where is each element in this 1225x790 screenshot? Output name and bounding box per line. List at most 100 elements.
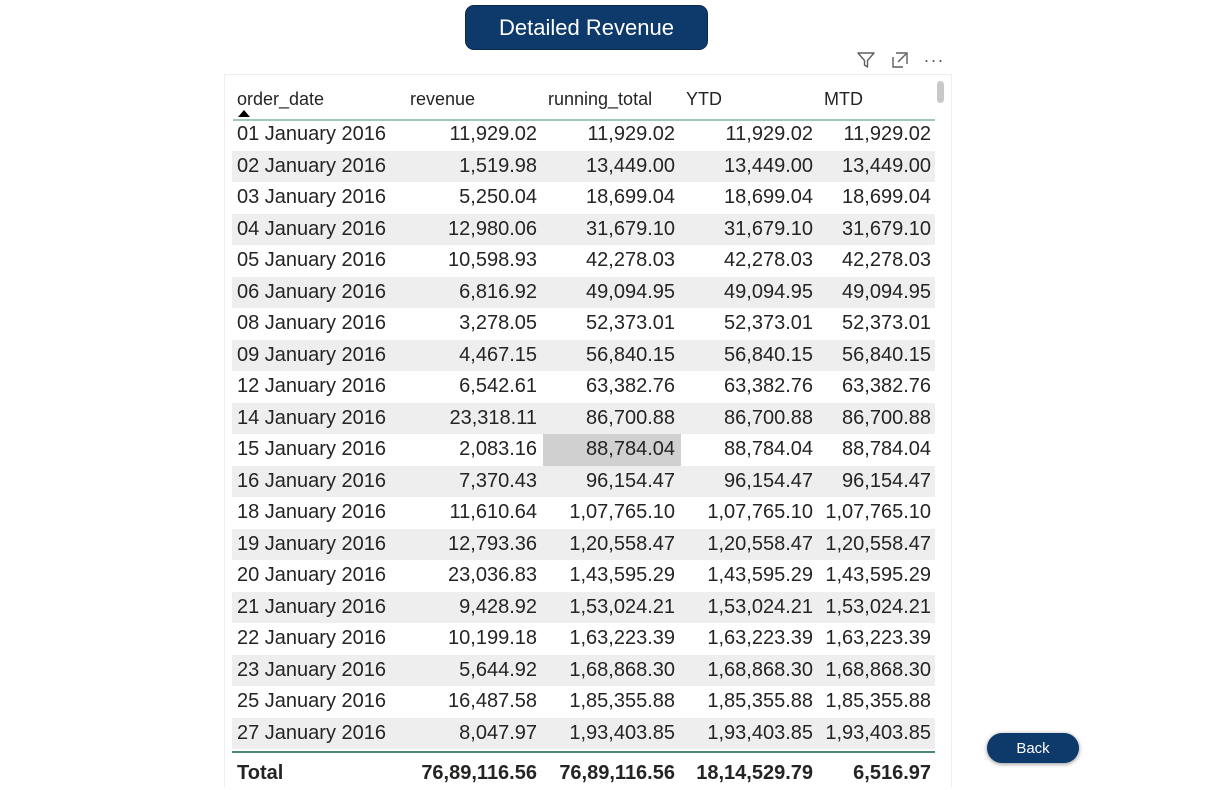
- cell-ytd[interactable]: 1,43,595.29: [707, 564, 813, 586]
- cell-mtd[interactable]: 86,700.88: [842, 406, 931, 429]
- cell-revenue[interactable]: 7,370.43: [459, 469, 537, 492]
- table-row[interactable]: 14 January 2016 23,318.11 86,700.88 86,700.…: [232, 402, 935, 434]
- cell-revenue[interactable]: 5,250.04: [459, 186, 537, 208]
- table-row[interactable]: 05 January 2016 10,598.93 42,278.03 42,278.…: [232, 245, 935, 277]
- cell-mtd[interactable]: 1,20,558.47: [825, 532, 931, 555]
- cell-ytd[interactable]: 1,63,223.39: [707, 627, 813, 649]
- table-row[interactable]: 21 January 2016 9,428.92 1,53,024.21 1,53,0…: [232, 591, 935, 623]
- cell-order-date[interactable]: 18 January 2016: [237, 501, 387, 523]
- focus-mode-icon[interactable]: [888, 48, 912, 72]
- table-row[interactable]: 03 January 2016 5,250.04 18,699.04 18,699.0…: [232, 182, 935, 214]
- cell-mtd[interactable]: 49,094.95: [842, 280, 931, 303]
- cell-order-date[interactable]: 02 January 2016: [237, 154, 387, 177]
- column-header-mtd[interactable]: MTD: [824, 89, 863, 109]
- cell-revenue[interactable]: 9,428.92: [459, 595, 537, 618]
- cell-order-date[interactable]: 03 January 2016: [237, 186, 387, 208]
- cell-running-total[interactable]: 63,382.76: [586, 375, 675, 397]
- cell-mtd[interactable]: 56,840.15: [842, 343, 931, 366]
- cell-ytd[interactable]: 13,449.00: [724, 154, 813, 177]
- cell-ytd[interactable]: 1,93,403.85: [707, 721, 813, 744]
- cell-order-date[interactable]: 22 January 2016: [237, 627, 387, 649]
- cell-running-total[interactable]: 49,094.95: [586, 280, 675, 303]
- cell-running-total[interactable]: 18,699.04: [586, 186, 675, 208]
- cell-ytd[interactable]: 86,700.88: [724, 406, 813, 429]
- cell-revenue[interactable]: 23,036.83: [448, 564, 537, 586]
- cell-order-date[interactable]: 05 January 2016: [237, 249, 387, 271]
- table-row[interactable]: 09 January 2016 4,467.15 56,840.15 56,840.1…: [232, 339, 935, 371]
- cell-running-total[interactable]: 1,20,558.47: [569, 532, 675, 555]
- cell-ytd[interactable]: 18,699.04: [724, 186, 813, 208]
- table-row[interactable]: 18 January 2016 11,610.64 1,07,765.10 1,07,…: [232, 497, 935, 529]
- cell-order-date[interactable]: 01 January 2016: [237, 123, 387, 145]
- cell-running-total[interactable]: 52,373.01: [586, 312, 675, 334]
- cell-ytd[interactable]: 1,68,868.30: [707, 658, 813, 681]
- cell-revenue[interactable]: 16,487.58: [448, 690, 537, 712]
- cell-order-date[interactable]: 12 January 2016: [237, 375, 387, 397]
- cell-revenue[interactable]: 6,542.61: [459, 375, 537, 397]
- cell-revenue[interactable]: 4,467.15: [459, 343, 537, 366]
- cell-ytd[interactable]: 42,278.03: [724, 249, 813, 271]
- cell-ytd[interactable]: 1,53,024.21: [707, 595, 813, 618]
- cell-running-total[interactable]: 13,449.00: [586, 154, 675, 177]
- cell-order-date[interactable]: 08 January 2016: [237, 312, 387, 334]
- table-row[interactable]: 02 January 2016 1,519.98 13,449.00 13,449.0…: [232, 150, 935, 182]
- cell-running-total[interactable]: 1,63,223.39: [569, 627, 675, 649]
- cell-revenue[interactable]: 3,278.05: [459, 312, 537, 334]
- cell-mtd[interactable]: 42,278.03: [842, 249, 931, 271]
- cell-mtd[interactable]: 1,93,403.85: [825, 721, 931, 744]
- cell-order-date[interactable]: 20 January 2016: [237, 564, 387, 586]
- cell-mtd[interactable]: 11,929.02: [843, 123, 932, 145]
- cell-ytd[interactable]: 49,094.95: [724, 280, 813, 303]
- cell-revenue[interactable]: 11,610.64: [449, 501, 538, 523]
- cell-running-total[interactable]: 86,700.88: [586, 406, 675, 429]
- table-row[interactable]: 19 January 2016 12,793.36 1,20,558.47 1,20,…: [232, 528, 935, 560]
- cell-mtd[interactable]: 18,699.04: [842, 186, 931, 208]
- cell-mtd[interactable]: 1,43,595.29: [825, 564, 931, 586]
- table-row[interactable]: 12 January 2016 6,542.61 63,382.76 63,382.7…: [232, 371, 935, 403]
- cell-ytd[interactable]: 1,20,558.47: [707, 532, 813, 555]
- cell-ytd[interactable]: 88,784.04: [724, 438, 813, 460]
- cell-order-date[interactable]: 14 January 2016: [237, 406, 387, 429]
- cell-mtd[interactable]: 96,154.47: [842, 469, 931, 492]
- cell-revenue[interactable]: 5,644.92: [459, 658, 537, 681]
- detailed-revenue-button[interactable]: Detailed Revenue: [465, 5, 708, 50]
- cell-mtd[interactable]: 88,784.04: [842, 438, 931, 460]
- column-header-revenue[interactable]: revenue: [410, 89, 476, 109]
- cell-revenue[interactable]: 10,199.18: [448, 627, 537, 649]
- filter-icon[interactable]: [854, 48, 878, 72]
- cell-running-total[interactable]: 31,679.10: [586, 217, 675, 240]
- back-button[interactable]: Back: [987, 733, 1079, 763]
- cell-order-date[interactable]: 06 January 2016: [237, 280, 387, 303]
- table-row[interactable]: 08 January 2016 3,278.05 52,373.01 52,373.0…: [232, 308, 935, 340]
- table-row[interactable]: 15 January 2016 2,083.16 88,784.04 88,784.0…: [232, 434, 935, 466]
- cell-revenue[interactable]: 1,519.98: [459, 154, 537, 177]
- table-row[interactable]: 01 January 2016 11,929.02 11,929.02 11,929.…: [232, 119, 935, 151]
- cell-order-date[interactable]: 19 January 2016: [237, 532, 387, 555]
- cell-ytd[interactable]: 56,840.15: [724, 343, 813, 366]
- cell-revenue[interactable]: 10,598.93: [448, 249, 537, 271]
- cell-order-date[interactable]: 21 January 2016: [237, 595, 387, 618]
- cell-running-total[interactable]: 56,840.15: [586, 343, 675, 366]
- cell-order-date[interactable]: 23 January 2016: [237, 658, 387, 681]
- cell-mtd[interactable]: 13,449.00: [842, 154, 931, 177]
- table-row[interactable]: 23 January 2016 5,644.92 1,68,868.30 1,68,8…: [232, 654, 935, 686]
- more-options-icon[interactable]: ···: [923, 50, 945, 70]
- table-row[interactable]: 04 January 2016 12,980.06 31,679.10 31,679.…: [232, 213, 935, 245]
- cell-running-total[interactable]: 1,53,024.21: [569, 595, 675, 618]
- table-row[interactable]: 16 January 2016 7,370.43 96,154.47 96,154.4…: [232, 465, 935, 497]
- cell-mtd[interactable]: 1,63,223.39: [825, 627, 931, 649]
- cell-mtd[interactable]: 1,07,765.10: [825, 501, 931, 523]
- cell-order-date[interactable]: 04 January 2016: [237, 217, 387, 240]
- cell-revenue[interactable]: 8,047.97: [459, 721, 537, 744]
- cell-mtd[interactable]: 63,382.76: [842, 375, 931, 397]
- column-header-order-date[interactable]: order_date: [237, 89, 325, 109]
- sort-ascending-icon[interactable]: [238, 110, 250, 117]
- cell-order-date[interactable]: 27 January 2016: [237, 721, 387, 744]
- cell-revenue[interactable]: 12,793.36: [448, 532, 537, 555]
- cell-order-date[interactable]: 25 January 2016: [237, 690, 387, 712]
- cell-running-total[interactable]: 11,929.02: [587, 123, 676, 145]
- cell-revenue[interactable]: 2,083.16: [459, 438, 537, 460]
- cell-revenue[interactable]: 12,980.06: [448, 217, 537, 240]
- cell-ytd[interactable]: 1,07,765.10: [707, 501, 813, 523]
- cell-running-total[interactable]: 1,07,765.10: [569, 501, 675, 523]
